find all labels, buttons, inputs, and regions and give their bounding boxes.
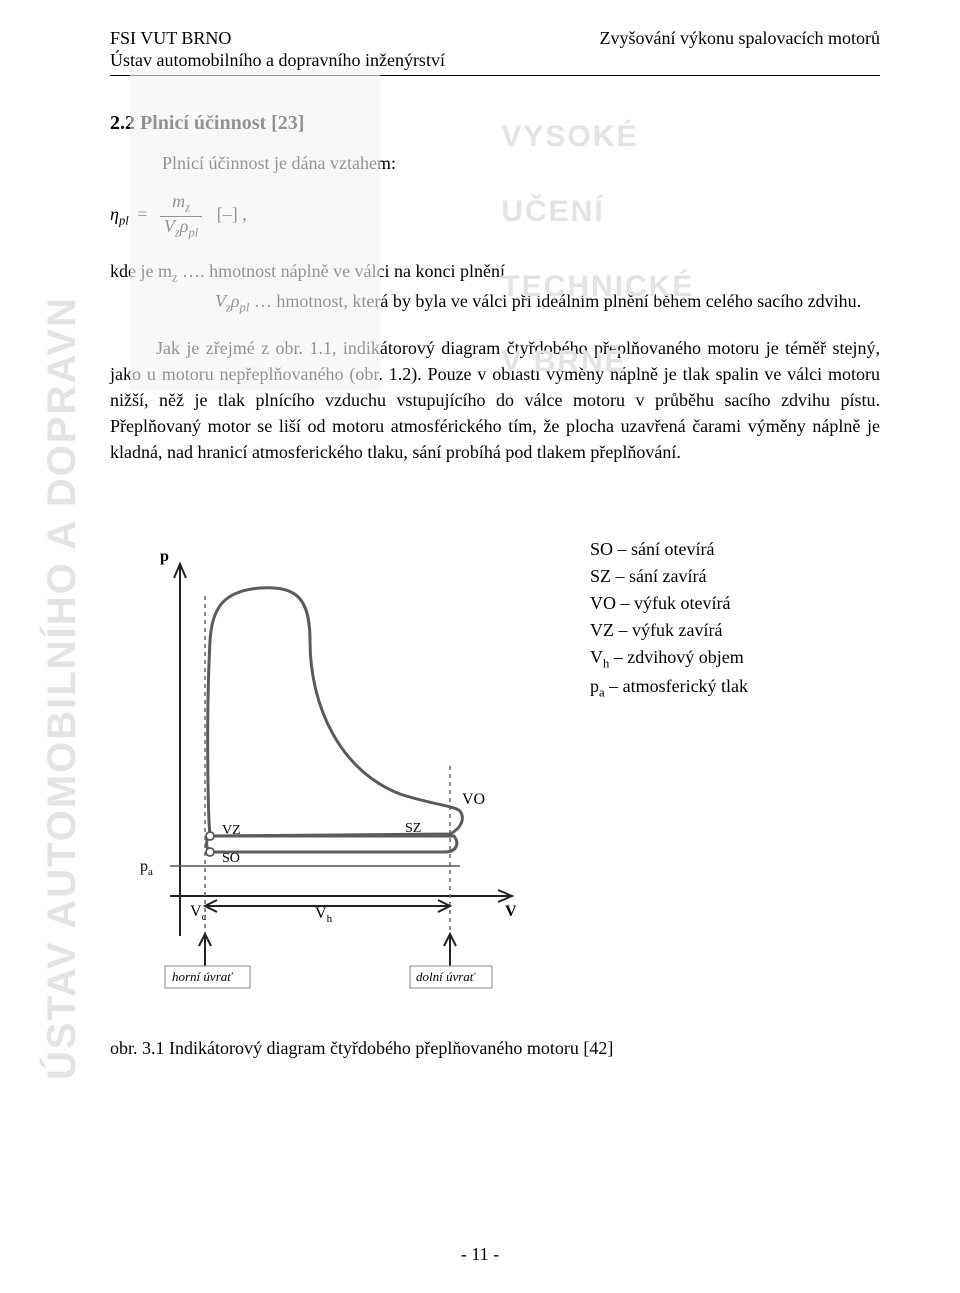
header-rule xyxy=(110,75,880,76)
diagram-legend: SO – sání otevírá SZ – sání zavírá VO – … xyxy=(590,536,748,703)
legend-vh: Vh – zdvihový objem xyxy=(590,644,748,673)
legend-sz: SZ – sání zavírá xyxy=(590,563,748,590)
label-vz: VZ xyxy=(222,823,241,838)
label-dolni-uvrat: dolní úvrať xyxy=(416,969,476,984)
figure-area: p V pa Vc Vh VO SZ VZ SO horní úvrať dol… xyxy=(110,536,880,1006)
legend-pa: pa – atmosferický tlak xyxy=(590,673,748,702)
definitions: kde je mz …. hmotnost náplně ve válci na… xyxy=(110,258,880,317)
legend-vz: VZ – výfuk zavírá xyxy=(590,617,748,644)
intro-line: Plnicí účinnost je dána vztahem: xyxy=(162,153,880,174)
legend-so: SO – sání otevírá xyxy=(590,536,748,563)
label-vo: VO xyxy=(462,791,485,808)
legend-vo: VO – výfuk otevírá xyxy=(590,590,748,617)
header-left-line2: Ústav automobilního a dopravního inženýr… xyxy=(110,50,445,72)
header-left-line1: FSI VUT BRNO xyxy=(110,28,445,50)
label-so: SO xyxy=(222,851,240,866)
figure-caption: obr. 3.1 Indikátorový diagram čtyřdobého… xyxy=(110,1038,880,1059)
def-line-2: Vzρpl … hmotnost, která by byla ve válci… xyxy=(215,288,880,317)
axis-label-v: V xyxy=(505,903,517,920)
formula-lhs: ηpl xyxy=(110,204,129,224)
section-heading: 2.2 Plnicí účinnost [23] xyxy=(110,112,880,135)
label-vh: Vh xyxy=(315,905,333,925)
header-right-line1: Zvyšování výkonu spalovacích motorů xyxy=(600,28,880,50)
label-horni-uvrat: horní úvrať xyxy=(172,969,233,984)
page-number: - 11 - xyxy=(0,1244,960,1265)
formula-fraction: mz Vzρpl xyxy=(160,192,202,240)
formula-eq: = xyxy=(137,204,147,224)
formula: ηpl = mz Vzρpl [–] , xyxy=(110,192,880,240)
indicator-diagram: p V pa Vc Vh VO SZ VZ SO horní úvrať dol… xyxy=(110,536,530,996)
def-line-1: kde je mz …. hmotnost náplně ve válci na… xyxy=(110,258,880,287)
label-sz: SZ xyxy=(405,821,421,836)
page-header: FSI VUT BRNO Ústav automobilního a dopra… xyxy=(110,28,880,71)
label-pa: pa xyxy=(140,858,153,878)
watermark-side: ÚSTAV AUTOMOBILNÍHO A DOPRAVN xyxy=(40,296,85,1080)
body-paragraph-1: Jak je zřejmé z obr. 1.1, indikátorový d… xyxy=(110,335,880,465)
formula-unit: [–] , xyxy=(217,204,247,224)
axis-label-p: p xyxy=(160,548,169,565)
